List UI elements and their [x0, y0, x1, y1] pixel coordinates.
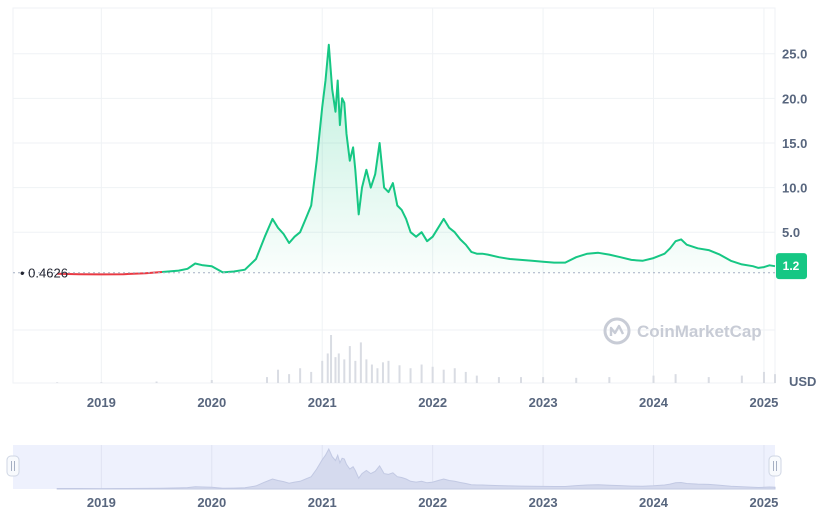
- volume-bar: [343, 359, 346, 383]
- volume-bar: [365, 359, 368, 383]
- current-price-label: 1.2: [783, 259, 800, 273]
- navigator-series: [56, 447, 776, 490]
- volume-bar: [431, 366, 434, 383]
- navigator-x-tick-label: 2022: [418, 495, 447, 510]
- volume-bar: [288, 374, 291, 383]
- navigator-handle-left[interactable]: [6, 455, 20, 477]
- volume-bar: [387, 360, 390, 383]
- price-line-above-ref: [162, 43, 776, 274]
- navigator-x-tick-label: 2025: [749, 495, 778, 510]
- volume-bar: [348, 346, 351, 383]
- volume-bar: [740, 375, 743, 383]
- currency-label: USD: [789, 374, 816, 389]
- volume-bar: [359, 342, 362, 383]
- volume-bar: [100, 382, 103, 383]
- volume-bar: [266, 377, 268, 383]
- volume-bar: [674, 374, 677, 383]
- navigator-x-tick-label: 2019: [87, 495, 116, 510]
- y-tick-label: 25.0: [782, 47, 807, 62]
- volume-bar: [774, 374, 776, 383]
- volume-bar: [310, 371, 313, 383]
- navigator-x-tick-label: 2023: [529, 495, 558, 510]
- x-tick-label: 2019: [87, 395, 116, 410]
- volume-bar: [453, 368, 456, 383]
- volume-bar: [520, 377, 522, 383]
- x-tick-label: 2022: [418, 395, 447, 410]
- volume-bar: [420, 364, 423, 383]
- volume-bar: [330, 335, 333, 383]
- volume-bar: [575, 377, 578, 383]
- volume-bar: [497, 377, 500, 383]
- volume-bar: [398, 365, 401, 383]
- volume-bar: [334, 357, 337, 383]
- x-tick-label: 2021: [308, 395, 337, 410]
- volume-bar: [321, 360, 324, 383]
- volume-bar: [326, 353, 329, 383]
- y-tick-label: 10.0: [782, 181, 807, 196]
- volume-bar: [652, 375, 655, 383]
- navigator-x-tick-label: 2021: [308, 495, 337, 510]
- volume-bar: [299, 368, 302, 383]
- volume-bar: [155, 381, 158, 383]
- volume-bar: [56, 382, 59, 383]
- navigator-handle-right[interactable]: [768, 455, 782, 477]
- brand-watermark: CoinMarketCap: [637, 322, 762, 341]
- volume-bar: [376, 368, 379, 383]
- volume-bar: [277, 369, 280, 383]
- volume-bar: [762, 371, 765, 383]
- price-area: [57, 44, 775, 275]
- x-tick-label: 2023: [529, 395, 558, 410]
- coinmarketcap-logo-icon: [603, 317, 631, 345]
- y-tick-label: 20.0: [782, 91, 807, 106]
- y-tick-label: 15.0: [782, 136, 807, 151]
- y-tick-label: 5.0: [782, 225, 800, 240]
- reference-value-label: • 0.4626: [20, 266, 68, 281]
- x-tick-label: 2025: [749, 395, 778, 410]
- volume-bar: [370, 364, 373, 383]
- volume-bar: [210, 380, 213, 383]
- x-tick-label: 2024: [639, 395, 669, 410]
- volume-bar: [707, 377, 710, 383]
- volume-bar: [442, 369, 445, 383]
- volume-bar: [381, 362, 384, 383]
- plot-frame: [12, 7, 776, 384]
- volume-bar: [409, 368, 412, 383]
- volume-bar: [608, 377, 611, 383]
- volume-bar: [475, 375, 478, 383]
- x-tick-label: 2020: [197, 395, 226, 410]
- volume-bar: [354, 360, 357, 383]
- volume-bar: [337, 353, 340, 383]
- volume-bar: [464, 371, 467, 383]
- navigator-x-tick-label: 2020: [197, 495, 226, 510]
- volume-bar: [542, 377, 545, 383]
- current-price-badge: [776, 253, 807, 280]
- navigator-x-tick-label: 2024: [639, 495, 669, 510]
